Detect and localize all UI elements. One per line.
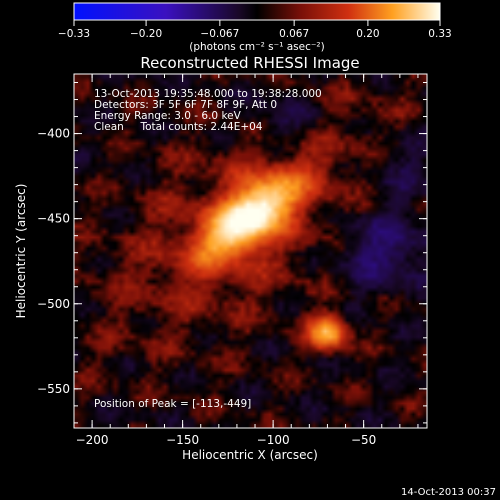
colorbar-tick-label: 0.20 <box>356 28 379 40</box>
colorbar-tick-label: −0.20 <box>130 28 162 40</box>
annotation-energy-range: Energy Range: 3.0 - 6.0 keV <box>94 110 242 122</box>
y-tick-label: −550 <box>37 382 70 396</box>
heatmap-image <box>74 74 427 428</box>
axes: −200 −150 −100 −50 −400 −450 −500 −550 <box>37 74 427 447</box>
y-tick-label: −400 <box>37 127 70 141</box>
colorbar-tick-label: 0.067 <box>279 28 309 40</box>
annotation-detectors: Detectors: 3F 5F 6F 7F 8F 9F, Att 0 <box>94 99 277 111</box>
y-axis-label: Heliocentric Y (arcsec) <box>14 184 28 319</box>
peak-position-label: Position of Peak = [-113,-449] <box>94 398 251 410</box>
colorbar-ticks: −0.33 −0.20 −0.067 0.067 0.20 0.33 <box>58 20 452 40</box>
x-tick-label: −150 <box>166 433 199 447</box>
colorbar <box>73 2 441 21</box>
x-tick-label: −100 <box>257 433 290 447</box>
footer-timestamp: 14-Oct-2013 00:37 <box>401 487 496 498</box>
x-tick-label: −50 <box>351 433 376 447</box>
annotation-time-range: 13-Oct-2013 19:35:48.000 to 19:38:28.000 <box>94 88 322 100</box>
annotation-clean-counts: Clean Total counts: 2.44E+04 <box>94 121 263 133</box>
colorbar-tick-label: −0.067 <box>200 28 239 40</box>
colorbar-units-label: (photons cm⁻² s⁻¹ asec⁻²) <box>189 41 324 53</box>
y-tick-label: −450 <box>37 212 70 226</box>
colorbar-tick-label: 0.33 <box>428 28 451 40</box>
chart-title: Reconstructed RHESSI Image <box>140 54 359 72</box>
colorbar-tick-label: −0.33 <box>58 28 90 40</box>
y-tick-label: −500 <box>37 297 70 311</box>
x-tick-label: −200 <box>76 433 109 447</box>
plot-frame <box>73 73 428 429</box>
x-axis-label: Heliocentric X (arcsec) <box>182 448 318 462</box>
